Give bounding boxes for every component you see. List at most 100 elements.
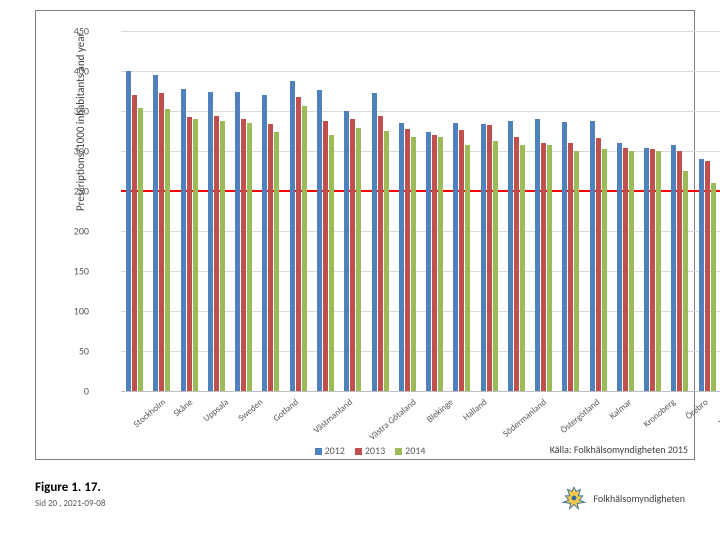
bar xyxy=(132,95,137,391)
bar xyxy=(432,135,437,391)
x-tick-label: Skåne xyxy=(172,393,200,419)
bar xyxy=(181,89,186,391)
bar xyxy=(493,141,498,391)
bar-group xyxy=(694,31,720,391)
bar xyxy=(650,149,655,391)
bar-group xyxy=(639,31,666,391)
bar xyxy=(138,108,143,391)
bar-group xyxy=(339,31,366,391)
bar xyxy=(317,90,322,391)
bar xyxy=(329,135,334,391)
bar xyxy=(378,116,383,391)
bar xyxy=(547,145,552,391)
x-tick-label: Gotland xyxy=(272,393,306,424)
y-tick-label: 400 xyxy=(59,65,89,78)
bar xyxy=(671,145,676,391)
y-tick-label: 100 xyxy=(59,305,89,318)
x-tick-label: Halland xyxy=(461,393,494,423)
bar xyxy=(514,137,519,391)
y-tick-label: 150 xyxy=(59,265,89,278)
bar xyxy=(574,151,579,391)
bar xyxy=(629,151,634,391)
bar xyxy=(459,130,464,391)
bar xyxy=(208,92,213,391)
bar xyxy=(344,111,349,391)
x-tick-label: Västmanland xyxy=(311,393,359,436)
x-tick-label: Uppsala xyxy=(201,393,235,424)
y-tick-label: 300 xyxy=(59,145,89,158)
bar xyxy=(590,121,595,391)
bar xyxy=(623,148,628,391)
x-tick-label: Södermanland xyxy=(501,393,553,440)
chart-frame: Prescriptions/1000 inhabitants and year … xyxy=(35,10,695,460)
x-tick-label: Stockholm xyxy=(131,393,172,430)
bar xyxy=(602,149,607,391)
x-tick-label: Blekinge xyxy=(425,393,460,425)
bar-group xyxy=(121,31,148,391)
bar-group xyxy=(475,31,502,391)
bar xyxy=(644,148,649,391)
bar xyxy=(126,71,131,391)
legend-label: 2013 xyxy=(365,444,385,457)
bar xyxy=(274,132,279,391)
bar xyxy=(508,121,513,391)
x-tick-label: Örebro xyxy=(683,393,715,422)
y-tick-label: 350 xyxy=(59,105,89,118)
bar xyxy=(187,117,192,391)
bar xyxy=(405,129,410,391)
bar-group xyxy=(257,31,284,391)
bar xyxy=(562,122,567,391)
bar xyxy=(241,119,246,391)
bar xyxy=(384,131,389,391)
bar xyxy=(153,75,158,391)
bar-group xyxy=(666,31,693,391)
legend-label: 2014 xyxy=(405,444,425,457)
bar xyxy=(596,138,601,391)
bars-container xyxy=(121,31,720,391)
bar xyxy=(350,119,355,391)
bar-group xyxy=(557,31,584,391)
bar xyxy=(465,145,470,391)
x-tick-label: Östergötland xyxy=(559,393,607,436)
bar xyxy=(699,159,704,391)
bar xyxy=(711,183,716,391)
crown-icon xyxy=(561,485,587,511)
y-tick-label: 200 xyxy=(59,225,89,238)
bar xyxy=(399,123,404,391)
agency-name: Folkhälsomyndigheten xyxy=(593,492,685,505)
bar-group xyxy=(176,31,203,391)
bar xyxy=(481,124,486,391)
x-tick-label: Kalmar xyxy=(607,393,638,422)
agency-logo-block: Folkhälsomyndigheten xyxy=(561,485,685,511)
bar xyxy=(193,119,198,391)
bar xyxy=(426,132,431,391)
slide: { "figure": { "label": "Figure 1. 17.", … xyxy=(0,0,720,540)
bar-group xyxy=(312,31,339,391)
bar xyxy=(438,137,443,391)
bar xyxy=(677,151,682,391)
bar xyxy=(296,97,301,391)
bar xyxy=(617,143,622,391)
y-tick-label: 50 xyxy=(59,345,89,358)
bar xyxy=(165,109,170,391)
bar xyxy=(356,128,361,391)
bar-group xyxy=(503,31,530,391)
bar xyxy=(705,161,710,391)
bar xyxy=(214,116,219,391)
bar-group xyxy=(530,31,557,391)
bar-group xyxy=(612,31,639,391)
bar xyxy=(159,93,164,391)
bar xyxy=(323,121,328,391)
bar xyxy=(290,81,295,391)
source-text: Källa: Folkhälsomyndigheten 2015 xyxy=(550,443,688,456)
bar-group xyxy=(148,31,175,391)
bar xyxy=(268,124,273,391)
bar xyxy=(487,125,492,391)
slide-meta: Sid 20 , 2021-09-08 xyxy=(35,498,105,509)
x-axis-labels: StockholmSkåneUppsalaSwedenGotlandVästma… xyxy=(121,393,720,404)
bar-group xyxy=(366,31,393,391)
y-tick-label: 0 xyxy=(59,385,89,398)
legend-label: 2012 xyxy=(325,444,345,457)
bar xyxy=(683,171,688,391)
x-tick-label: Kronoberg xyxy=(642,393,683,430)
